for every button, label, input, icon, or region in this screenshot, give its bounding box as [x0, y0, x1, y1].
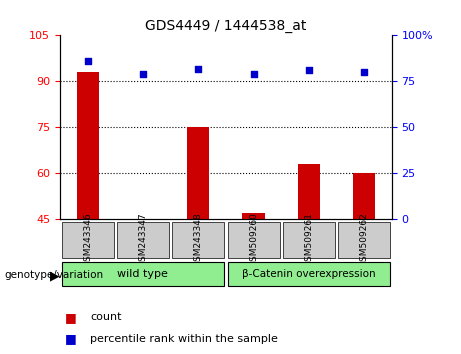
Text: wild type: wild type	[118, 269, 168, 279]
Text: GSM243347: GSM243347	[138, 212, 148, 267]
Text: GSM243348: GSM243348	[194, 212, 203, 267]
Text: genotype/variation: genotype/variation	[5, 270, 104, 280]
Point	[84, 58, 91, 64]
Text: ■: ■	[65, 332, 76, 346]
FancyBboxPatch shape	[172, 222, 224, 258]
Title: GDS4449 / 1444538_at: GDS4449 / 1444538_at	[145, 19, 307, 33]
Bar	[77, 72, 99, 219]
Bar	[242, 213, 265, 219]
FancyBboxPatch shape	[283, 222, 335, 258]
Bar	[353, 173, 375, 219]
Text: β-Catenin overexpression: β-Catenin overexpression	[242, 269, 376, 279]
Point	[305, 68, 313, 73]
FancyBboxPatch shape	[117, 222, 169, 258]
Point	[361, 69, 368, 75]
FancyBboxPatch shape	[228, 222, 279, 258]
FancyBboxPatch shape	[62, 262, 224, 286]
Text: GSM509260: GSM509260	[249, 212, 258, 267]
Text: percentile rank within the sample: percentile rank within the sample	[90, 334, 278, 344]
Point	[195, 66, 202, 72]
Bar	[298, 164, 320, 219]
Point	[250, 71, 257, 77]
FancyBboxPatch shape	[62, 222, 113, 258]
Text: ▶: ▶	[50, 269, 59, 282]
Bar	[187, 127, 209, 219]
Text: GSM509261: GSM509261	[304, 212, 313, 267]
FancyBboxPatch shape	[338, 222, 390, 258]
Point	[139, 71, 147, 77]
Text: ■: ■	[65, 311, 76, 324]
Text: GSM509262: GSM509262	[360, 212, 369, 267]
Text: count: count	[90, 312, 122, 322]
Text: GSM243346: GSM243346	[83, 212, 92, 267]
FancyBboxPatch shape	[228, 262, 390, 286]
